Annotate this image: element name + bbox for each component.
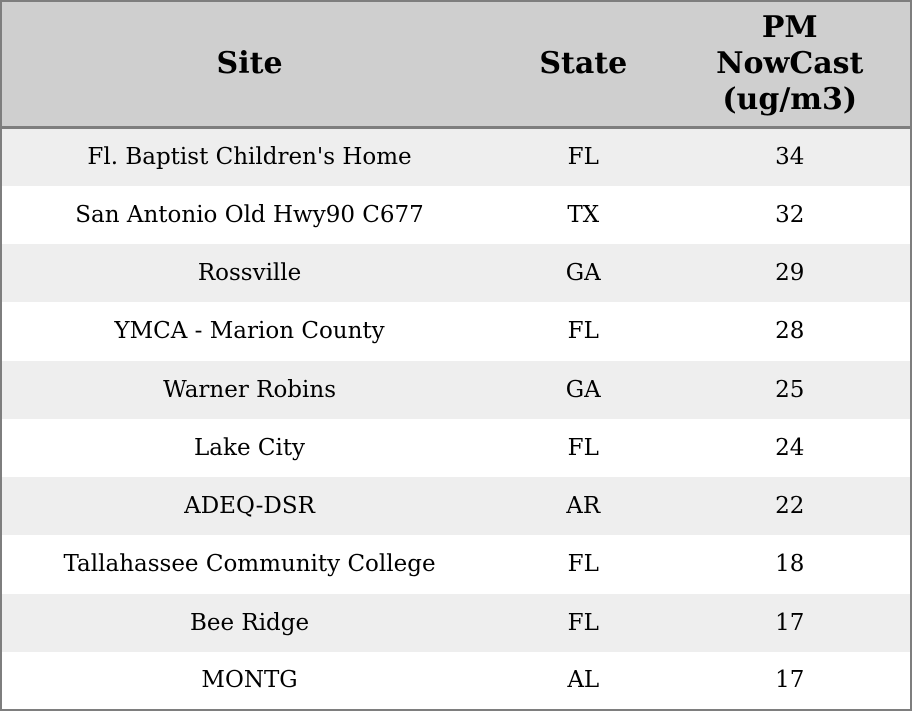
site-cell: Tallahassee Community College: [1, 535, 498, 594]
pm-value-cell: 28: [669, 302, 911, 361]
state-cell: FL: [497, 302, 670, 361]
state-cell: GA: [497, 244, 670, 303]
pm-value-cell: 18: [669, 535, 911, 594]
state-cell: AR: [497, 477, 670, 536]
pm-value-cell: 17: [669, 651, 911, 710]
table-row: Lake City FL 24: [1, 418, 911, 477]
state-cell: FL: [497, 535, 670, 594]
state-cell: AL: [497, 651, 670, 710]
site-cell: Lake City: [1, 418, 498, 477]
pm-value-cell: 17: [669, 593, 911, 652]
column-header-pm-nowcast: PM NowCast (ug/m3): [669, 1, 911, 129]
site-cell: Warner Robins: [1, 360, 498, 419]
pm-value-cell: 25: [669, 360, 911, 419]
pm-value-cell: 24: [669, 418, 911, 477]
state-cell: FL: [497, 593, 670, 652]
site-cell: ADEQ-DSR: [1, 477, 498, 536]
pm-value-cell: 22: [669, 477, 911, 536]
table-header: Site State PM NowCast (ug/m3): [1, 1, 911, 129]
site-cell: MONTG: [1, 651, 498, 710]
table-row: Fl. Baptist Children's Home FL 34: [1, 127, 911, 186]
table-row: MONTG AL 17: [1, 651, 911, 710]
table-row: Warner Robins GA 25: [1, 360, 911, 419]
pm-value-cell: 29: [669, 244, 911, 303]
table-row: ADEQ-DSR AR 22: [1, 477, 911, 536]
column-header-site: Site: [1, 1, 498, 129]
state-cell: GA: [497, 360, 670, 419]
header-row: Site State PM NowCast (ug/m3): [1, 1, 911, 129]
table-body: Fl. Baptist Children's Home FL 34 San An…: [1, 127, 911, 710]
column-header-state: State: [497, 1, 670, 129]
site-cell: Bee Ridge: [1, 593, 498, 652]
site-cell: San Antonio Old Hwy90 C677: [1, 185, 498, 244]
table-row: San Antonio Old Hwy90 C677 TX 32: [1, 185, 911, 244]
table-row: Rossville GA 29: [1, 244, 911, 303]
site-cell: Rossville: [1, 244, 498, 303]
state-cell: TX: [497, 185, 670, 244]
table-row: YMCA - Marion County FL 28: [1, 302, 911, 361]
site-cell: YMCA - Marion County: [1, 302, 498, 361]
state-cell: FL: [497, 127, 670, 186]
pm-value-cell: 32: [669, 185, 911, 244]
pm-value-cell: 34: [669, 127, 911, 186]
state-cell: FL: [497, 418, 670, 477]
table-row: Tallahassee Community College FL 18: [1, 535, 911, 594]
table-row: Bee Ridge FL 17: [1, 593, 911, 652]
site-cell: Fl. Baptist Children's Home: [1, 127, 498, 186]
